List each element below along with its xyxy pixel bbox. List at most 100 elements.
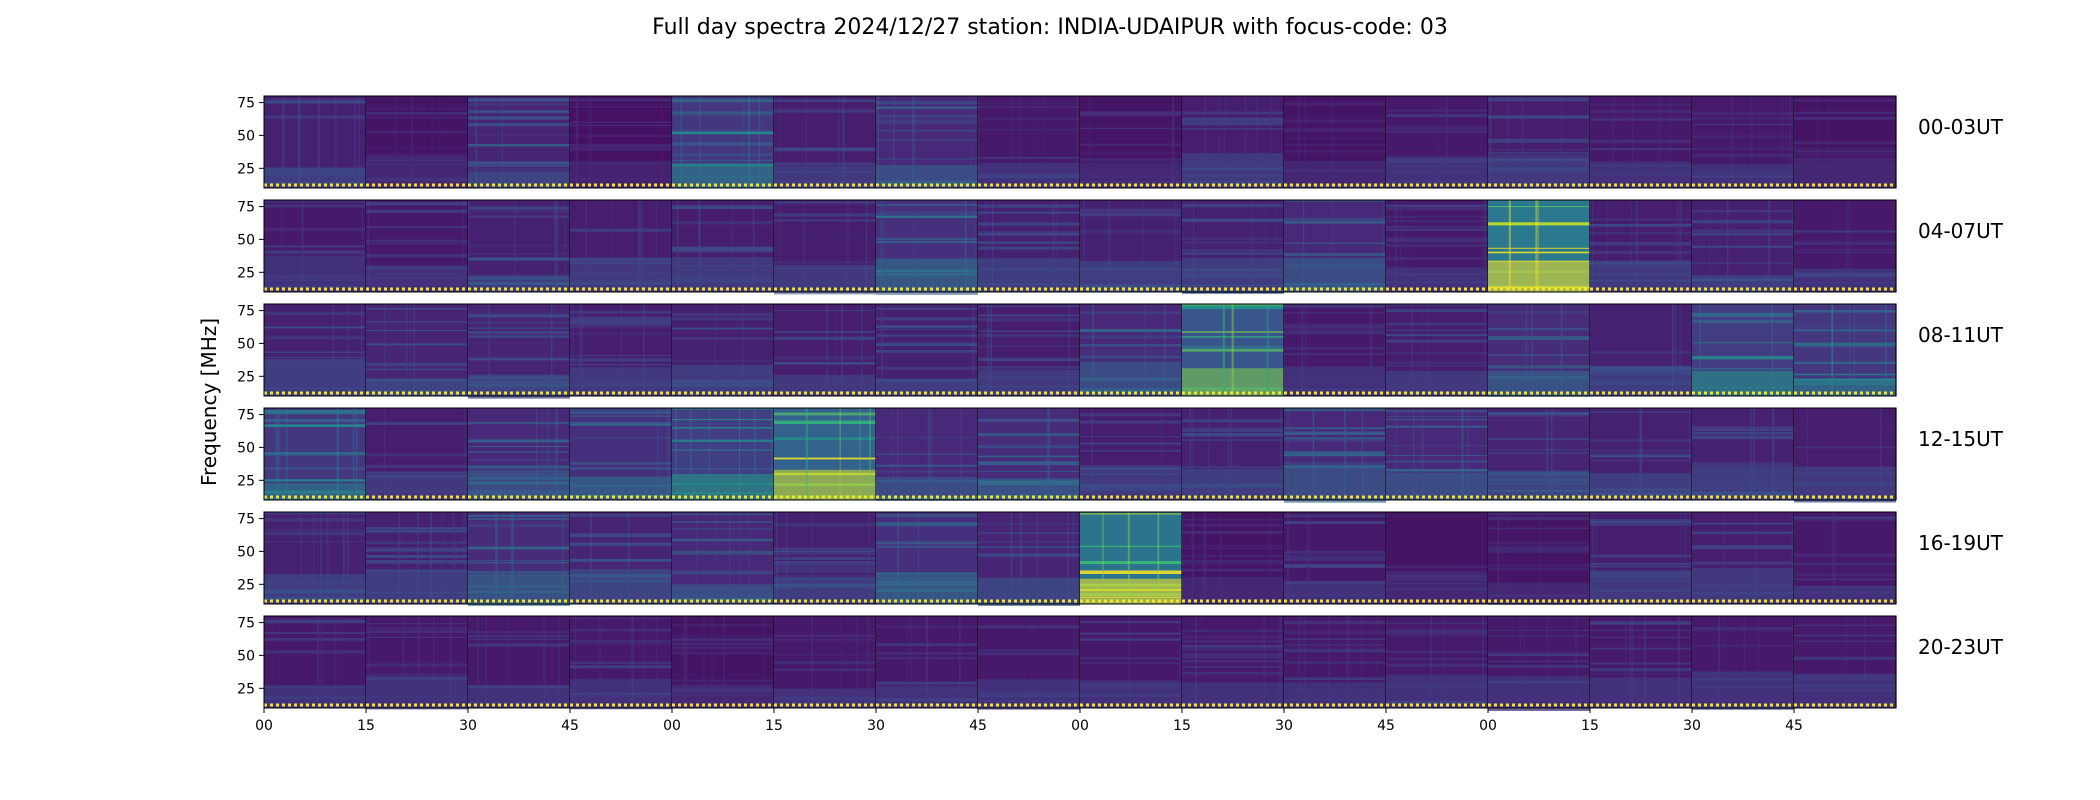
spectral-band xyxy=(1488,337,1590,339)
spectral-band xyxy=(1386,445,1488,447)
spectral-band xyxy=(1692,117,1794,120)
spectrum-panel xyxy=(978,512,1081,606)
vertical-streak xyxy=(1482,200,1485,292)
vertical-streak xyxy=(555,200,558,292)
vertical-streak xyxy=(1484,200,1487,292)
vertical-streak xyxy=(714,304,716,396)
vertical-streak xyxy=(1266,304,1269,396)
spectral-band xyxy=(1284,521,1386,525)
vertical-streak xyxy=(1680,512,1682,604)
spectrum-panel xyxy=(1386,304,1489,396)
spectral-band xyxy=(774,420,876,424)
spectral-band xyxy=(468,168,570,170)
spectral-band xyxy=(1488,449,1590,451)
vertical-streak xyxy=(1268,512,1271,604)
low-frequency-emission xyxy=(978,679,1080,708)
spectral-band xyxy=(978,444,1080,449)
spectral-band xyxy=(1590,253,1692,255)
vertical-streak xyxy=(910,616,913,708)
vertical-streak xyxy=(839,408,841,500)
spectral-band xyxy=(366,130,468,134)
vertical-streak xyxy=(1171,96,1174,188)
vertical-streak xyxy=(364,200,366,292)
spectral-band xyxy=(1692,262,1794,264)
spectrum-panel xyxy=(570,96,673,188)
spectral-band xyxy=(1692,356,1794,360)
spectrum-panel xyxy=(1692,408,1795,500)
spectral-band xyxy=(570,354,672,357)
spectral-band xyxy=(1284,119,1386,123)
vertical-streak xyxy=(1091,408,1093,500)
spectral-band xyxy=(672,250,774,253)
vertical-streak xyxy=(273,616,275,708)
spectral-band xyxy=(1794,499,1896,503)
vertical-streak xyxy=(542,408,543,500)
spectral-band xyxy=(1794,634,1896,637)
vertical-streak xyxy=(914,96,916,188)
vertical-streak xyxy=(326,512,329,604)
x-tick-label: 15 xyxy=(357,718,375,734)
low-frequency-emission xyxy=(1386,674,1488,708)
vertical-streak xyxy=(1508,96,1510,188)
vertical-streak xyxy=(1806,408,1808,500)
spectral-band xyxy=(570,311,672,314)
vertical-streak xyxy=(897,512,899,604)
spectral-band xyxy=(1080,311,1182,315)
spectral-band xyxy=(1080,335,1182,339)
spectral-band xyxy=(1692,644,1794,648)
vertical-streak xyxy=(752,200,755,292)
vertical-streak xyxy=(685,616,688,708)
spectral-band xyxy=(672,313,774,316)
vertical-streak xyxy=(588,96,590,188)
vertical-streak xyxy=(1438,96,1440,188)
spectral-band xyxy=(264,512,366,515)
spectral-band xyxy=(1692,462,1794,464)
vertical-streak xyxy=(1422,304,1423,396)
spectral-band xyxy=(672,360,774,362)
spectral-band xyxy=(1590,218,1692,221)
spectral-band xyxy=(774,201,876,204)
spectral-band xyxy=(1182,647,1284,649)
spectral-band xyxy=(1692,432,1794,435)
vertical-streak xyxy=(1497,512,1500,604)
spectral-band xyxy=(1488,115,1590,118)
spectral-band xyxy=(264,419,366,421)
vertical-streak xyxy=(877,96,879,188)
spectrum-panel xyxy=(468,304,571,399)
spectral-band xyxy=(1080,420,1182,424)
vertical-streak xyxy=(413,304,416,396)
vertical-streak xyxy=(1575,616,1577,708)
x-tick-label: 30 xyxy=(1683,718,1701,734)
vertical-streak xyxy=(1195,616,1197,708)
spectral-band xyxy=(1182,562,1284,565)
vertical-streak xyxy=(562,512,564,604)
spectral-band xyxy=(876,325,978,327)
spectral-band xyxy=(1590,565,1692,568)
spectral-band xyxy=(1284,220,1386,222)
vertical-streak xyxy=(1587,96,1590,188)
spectral-band xyxy=(1080,449,1182,452)
vertical-streak xyxy=(1343,408,1346,500)
spectral-band xyxy=(1692,627,1794,630)
spectral-band xyxy=(1182,237,1284,241)
vertical-streak xyxy=(1384,304,1387,396)
spectral-band xyxy=(1386,565,1488,569)
spectrum-panel xyxy=(1794,512,1897,604)
spectral-band xyxy=(468,163,570,168)
spectral-band xyxy=(1590,512,1692,514)
vertical-streak xyxy=(656,200,658,292)
spectral-band xyxy=(264,452,366,456)
vertical-streak xyxy=(1560,304,1563,396)
spectral-band xyxy=(1794,562,1896,565)
vertical-streak xyxy=(1222,304,1225,396)
vertical-streak xyxy=(1719,616,1721,708)
spectral-band xyxy=(876,101,978,105)
spectrum-panel xyxy=(774,512,877,604)
spectral-band xyxy=(570,316,672,319)
spectral-band xyxy=(366,242,468,245)
spectral-band xyxy=(1284,499,1386,503)
vertical-streak xyxy=(1328,616,1330,708)
spectral-band xyxy=(876,643,978,647)
spectral-band xyxy=(1284,554,1386,558)
spectral-band xyxy=(468,518,570,521)
